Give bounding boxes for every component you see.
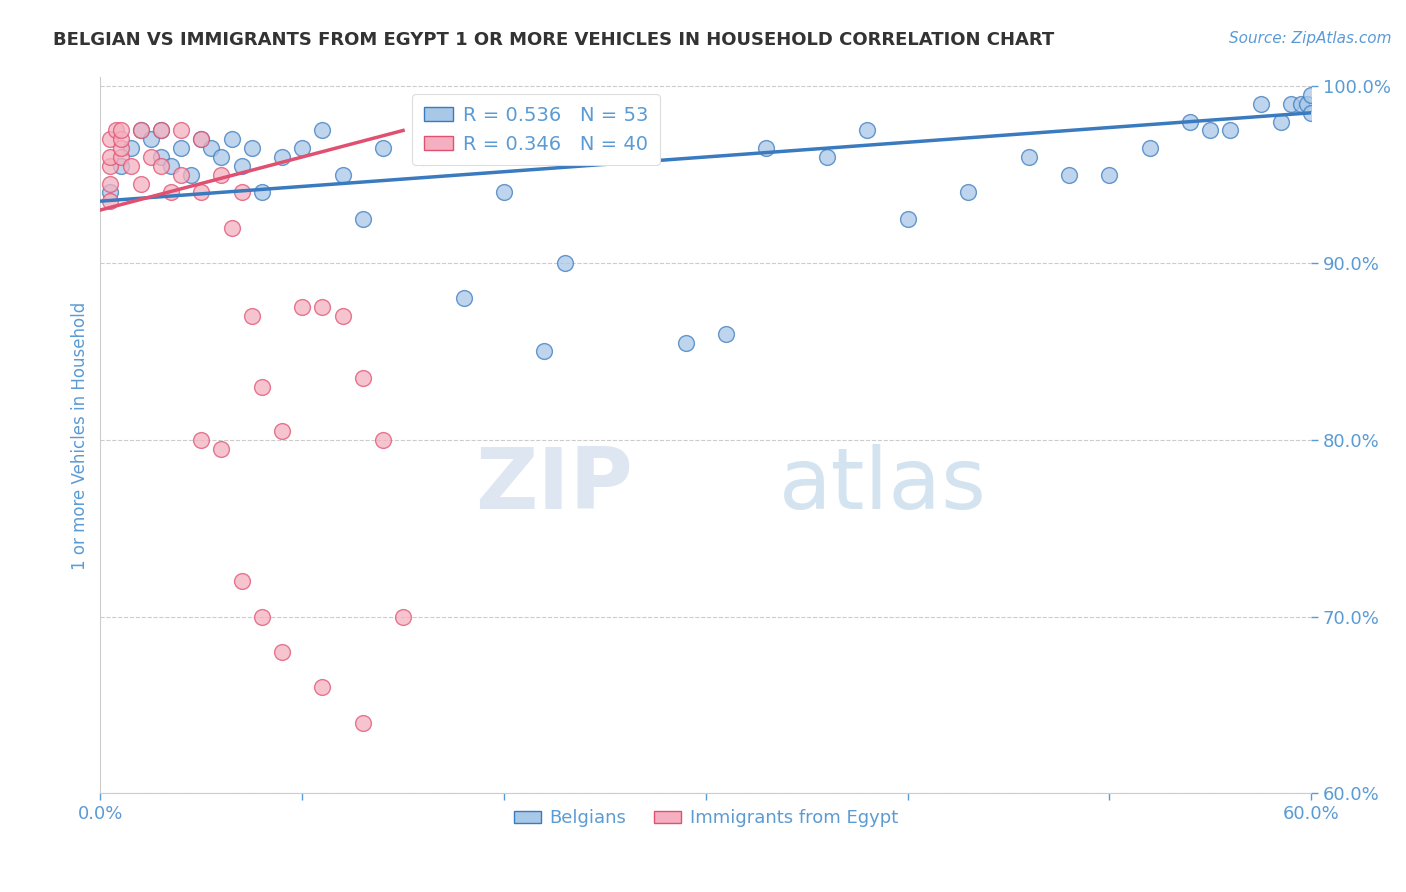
Point <box>472 132 495 146</box>
Point <box>291 141 314 155</box>
Point <box>492 186 515 200</box>
Point <box>714 326 737 341</box>
Point <box>240 309 263 323</box>
Point <box>100 150 122 164</box>
Text: ZIP: ZIP <box>475 444 633 527</box>
Point <box>110 150 132 164</box>
Point <box>170 168 193 182</box>
Point <box>129 123 152 137</box>
Point <box>160 186 183 200</box>
Point <box>1098 168 1121 182</box>
Point <box>755 141 778 155</box>
Point <box>271 150 294 164</box>
Point <box>100 132 122 146</box>
Point <box>110 132 132 146</box>
Point <box>1219 123 1241 137</box>
Point <box>634 123 657 137</box>
Point <box>149 150 172 164</box>
Point <box>129 123 152 137</box>
Point <box>1178 114 1201 128</box>
Point <box>553 256 575 270</box>
Point <box>1296 97 1319 112</box>
Point <box>149 123 172 137</box>
Point <box>209 442 232 456</box>
Point <box>200 141 222 155</box>
Point <box>100 194 122 209</box>
Point <box>250 609 273 624</box>
Point <box>170 123 193 137</box>
Point <box>190 433 212 447</box>
Point <box>1270 114 1292 128</box>
Point <box>221 132 243 146</box>
Point <box>957 186 980 200</box>
Point <box>100 177 122 191</box>
Point <box>311 681 333 695</box>
Point <box>231 186 253 200</box>
Point <box>453 292 475 306</box>
Point <box>110 123 132 137</box>
Legend: Belgians, Immigrants from Egypt: Belgians, Immigrants from Egypt <box>506 802 905 834</box>
Point <box>209 150 232 164</box>
Point <box>1301 88 1323 103</box>
Text: atlas: atlas <box>779 444 987 527</box>
Point <box>240 141 263 155</box>
Point <box>190 132 212 146</box>
Point <box>100 159 122 173</box>
Point <box>190 132 212 146</box>
Point <box>332 309 354 323</box>
Point <box>231 574 253 589</box>
Point <box>271 645 294 659</box>
Point <box>856 123 879 137</box>
Point <box>392 609 415 624</box>
Point <box>1018 150 1040 164</box>
Point <box>412 150 434 164</box>
Point <box>1199 123 1222 137</box>
Point <box>129 177 152 191</box>
Point <box>160 159 183 173</box>
Point <box>120 159 142 173</box>
Point <box>352 211 374 226</box>
Point <box>110 159 132 173</box>
Text: BELGIAN VS IMMIGRANTS FROM EGYPT 1 OR MORE VEHICLES IN HOUSEHOLD CORRELATION CHA: BELGIAN VS IMMIGRANTS FROM EGYPT 1 OR MO… <box>53 31 1054 49</box>
Point <box>139 132 162 146</box>
Point <box>250 380 273 394</box>
Point <box>352 371 374 385</box>
Point <box>105 123 128 137</box>
Point <box>897 211 920 226</box>
Point <box>120 141 142 155</box>
Point <box>675 335 697 350</box>
Point <box>1301 105 1323 120</box>
Point <box>371 141 394 155</box>
Point <box>593 150 616 164</box>
Point <box>1139 141 1161 155</box>
Point <box>110 141 132 155</box>
Point <box>371 433 394 447</box>
Text: Source: ZipAtlas.com: Source: ZipAtlas.com <box>1229 31 1392 46</box>
Point <box>1057 168 1080 182</box>
Point <box>271 424 294 438</box>
Point <box>149 123 172 137</box>
Point <box>1250 97 1272 112</box>
Point <box>311 123 333 137</box>
Point <box>170 141 193 155</box>
Point <box>250 186 273 200</box>
Point <box>149 159 172 173</box>
Point <box>231 159 253 173</box>
Point <box>209 168 232 182</box>
Point <box>100 186 122 200</box>
Point <box>291 300 314 314</box>
Point <box>352 715 374 730</box>
Point <box>190 186 212 200</box>
Point <box>221 220 243 235</box>
Point <box>180 168 202 182</box>
Point <box>1289 97 1312 112</box>
Point <box>311 300 333 314</box>
Point <box>533 344 555 359</box>
Point <box>815 150 838 164</box>
Point <box>139 150 162 164</box>
Point <box>332 168 354 182</box>
Point <box>1279 97 1302 112</box>
Point <box>513 141 536 155</box>
Y-axis label: 1 or more Vehicles in Household: 1 or more Vehicles in Household <box>72 301 89 569</box>
